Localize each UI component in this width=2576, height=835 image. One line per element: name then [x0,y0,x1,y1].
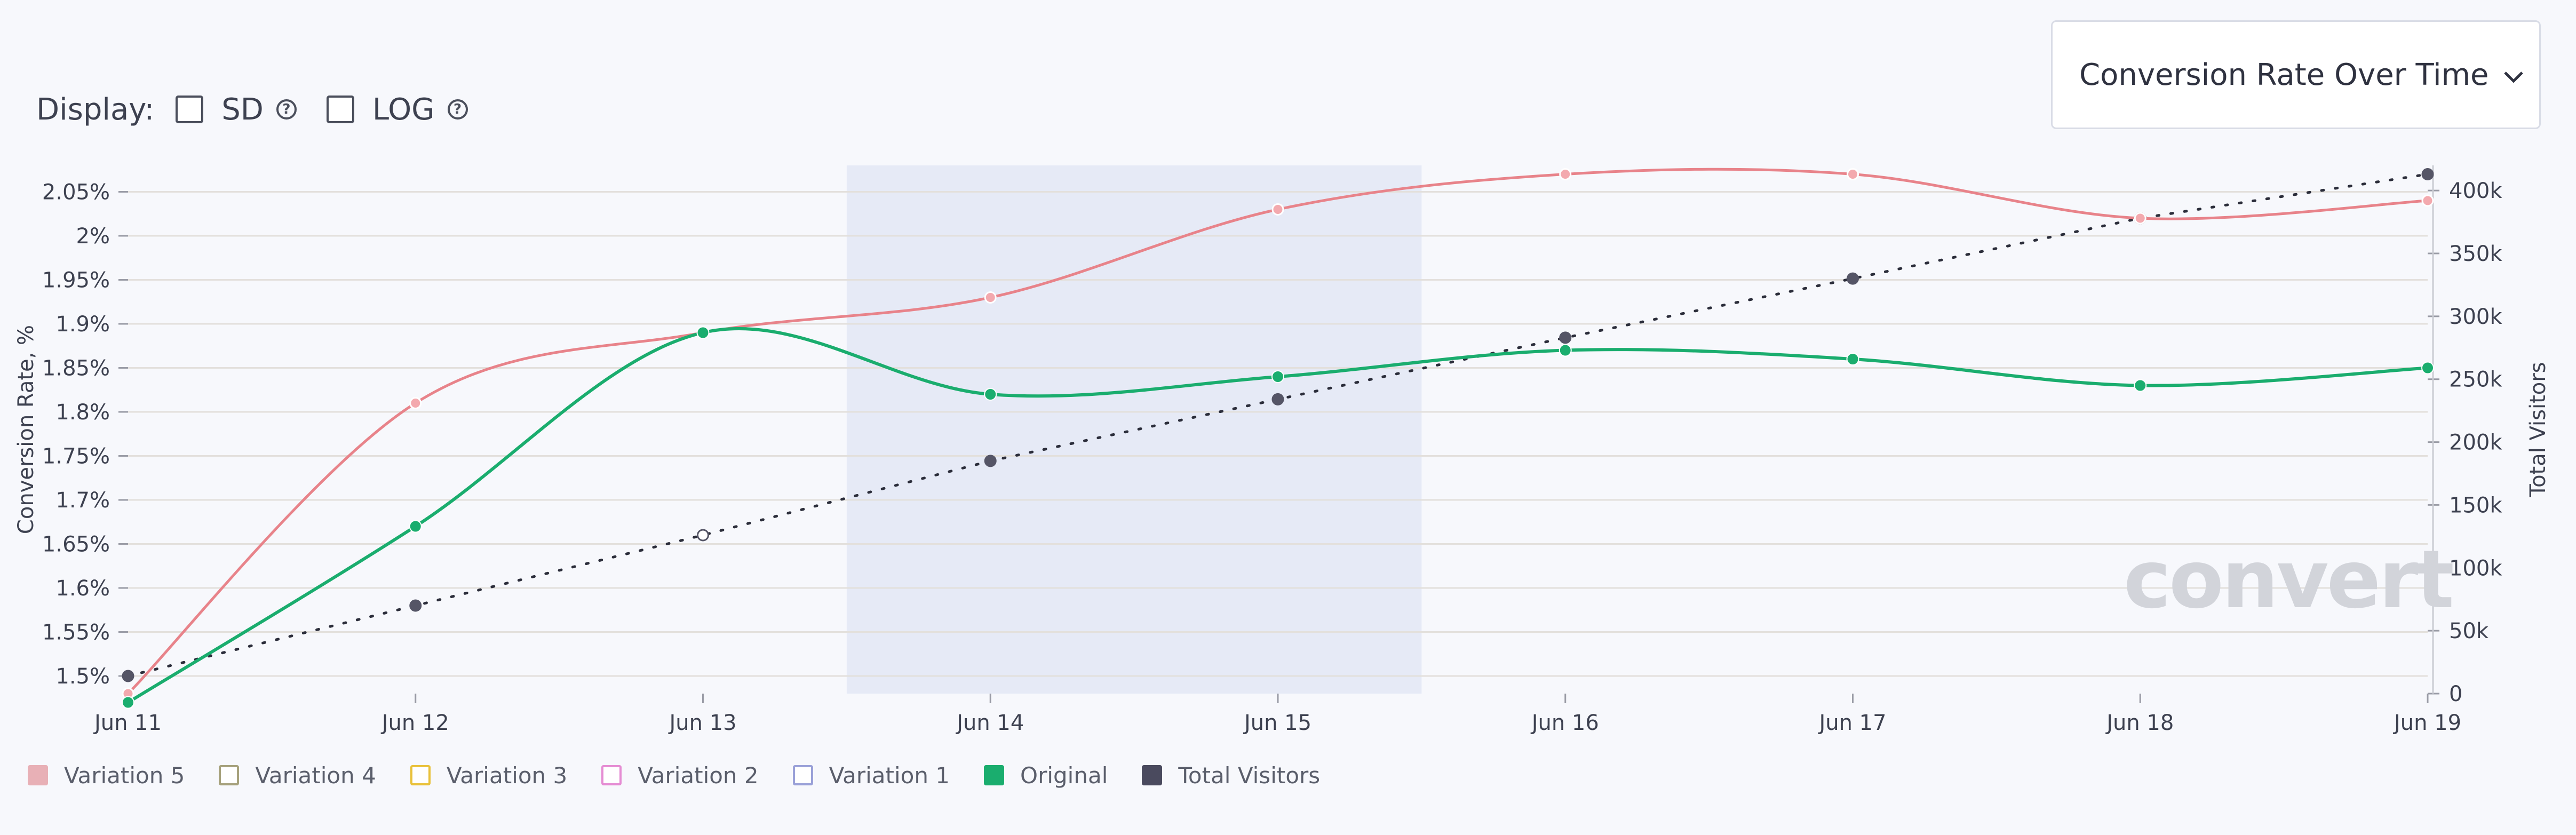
y2-tick-label: 200k [2449,431,2502,455]
legend-swatch [219,765,240,785]
point-original [1271,370,1284,383]
x-tick-label: Jun 19 [2392,711,2461,735]
point-total-visitors [697,529,709,542]
legend-label: Variation 5 [64,762,185,789]
y2-axis-title: Total Visitors [2526,362,2550,497]
point-variation-5 [984,291,997,304]
chart-type-select[interactable]: Conversion Rate Over Time [2051,20,2541,129]
legend-label: Total Visitors [1178,762,1321,789]
legend-swatch [984,765,1005,785]
legend-item[interactable]: Variation 5 [28,762,185,789]
y-tick-label: 1.65% [42,532,110,557]
sd-checkbox[interactable] [176,96,204,123]
y-axis-title: Conversion Rate, % [14,325,38,534]
y2-tick-label: 50k [2449,619,2489,643]
log-checkbox[interactable] [326,96,354,123]
display-label: Display: [36,92,155,127]
chart-legend: Variation 5 Variation 4 Variation 3 Variati… [28,757,1354,794]
sd-label: SD [221,92,264,127]
point-original [409,520,422,533]
point-original [122,696,134,709]
point-total-visitors [984,455,997,467]
x-tick-label: Jun 12 [380,711,449,735]
point-total-visitors [409,599,422,612]
legend-label: Variation 2 [638,762,759,789]
y-tick-label: 1.85% [42,356,110,381]
x-tick-label: Jun 17 [1817,711,1886,735]
y-tick-label: 1.7% [55,488,110,513]
series-line-original [127,327,2428,704]
y-tick-label: 1.55% [42,621,110,645]
legend-label: Variation 1 [829,762,950,789]
legend-label: Variation 3 [446,762,568,789]
sd-option[interactable]: SD ? [176,92,297,127]
point-variation-5 [2134,212,2146,225]
highlight-band [846,165,1422,694]
point-total-visitors [1559,331,1572,344]
y-tick-label: 1.75% [42,444,110,469]
point-total-visitors [122,670,134,682]
y2-tick-label: 150k [2449,493,2502,518]
point-variation-5 [409,397,422,409]
log-option[interactable]: LOG ? [326,92,468,127]
legend-item[interactable]: Variation 4 [219,762,376,789]
x-tick-label: Jun 14 [955,711,1024,735]
x-tick-label: Jun 15 [1243,711,1311,735]
legend-swatch [792,765,813,785]
point-variation-5 [1271,203,1284,216]
point-total-visitors [1271,393,1284,405]
series-line-variation-5 [127,168,2428,695]
point-variation-5 [2421,194,2434,207]
legend-label: Variation 4 [255,762,376,789]
point-original [1559,344,1572,357]
y-tick-label: 2.05% [42,180,110,205]
y-tick-label: 1.95% [42,268,110,293]
y-tick-label: 1.8% [55,400,110,425]
point-variation-5 [1847,168,1859,180]
legend-item[interactable]: Variation 3 [410,762,567,789]
legend-item[interactable]: Variation 1 [792,762,950,789]
log-label: LOG [372,92,435,127]
y-tick-label: 1.9% [55,312,110,337]
y2-tick-label: 0 [2449,682,2462,706]
point-original [696,326,710,339]
x-tick-label: Jun 16 [1530,711,1599,735]
legend-swatch [28,765,48,785]
point-original [984,388,997,401]
chevron-down-icon [2503,58,2524,92]
point-variation-5 [1559,168,1572,180]
help-icon[interactable]: ? [276,99,297,120]
y-tick-label: 2% [76,224,110,249]
y2-tick-label: 100k [2449,556,2502,580]
chart-type-selected: Conversion Rate Over Time [2079,57,2489,92]
y-tick-label: 1.6% [55,576,110,601]
point-original [1846,353,1859,365]
y2-tick-label: 400k [2449,179,2502,203]
display-options: Display: SD ? LOG ? [36,85,498,133]
legend-swatch [410,765,431,785]
x-tick-label: Jun 13 [667,711,736,735]
legend-swatch [1142,765,1163,785]
legend-swatch [601,765,622,785]
convert-logo-watermark: convert [2124,534,2454,626]
help-icon[interactable]: ? [447,99,468,120]
point-total-visitors [1847,272,1859,285]
y-tick-label: 1.5% [55,664,110,689]
legend-label: Original [1020,762,1108,789]
y2-tick-label: 350k [2449,242,2502,266]
x-tick-label: Jun 11 [93,711,162,735]
legend-item[interactable]: Original [984,762,1108,789]
y2-tick-label: 300k [2449,305,2502,329]
x-tick-label: Jun 18 [2105,711,2174,735]
point-original [2134,379,2147,392]
y2-tick-label: 250k [2449,368,2502,392]
legend-item[interactable]: Variation 2 [601,762,759,789]
point-original [2421,361,2434,375]
point-total-visitors [2421,168,2434,180]
legend-item[interactable]: Total Visitors [1142,762,1320,789]
